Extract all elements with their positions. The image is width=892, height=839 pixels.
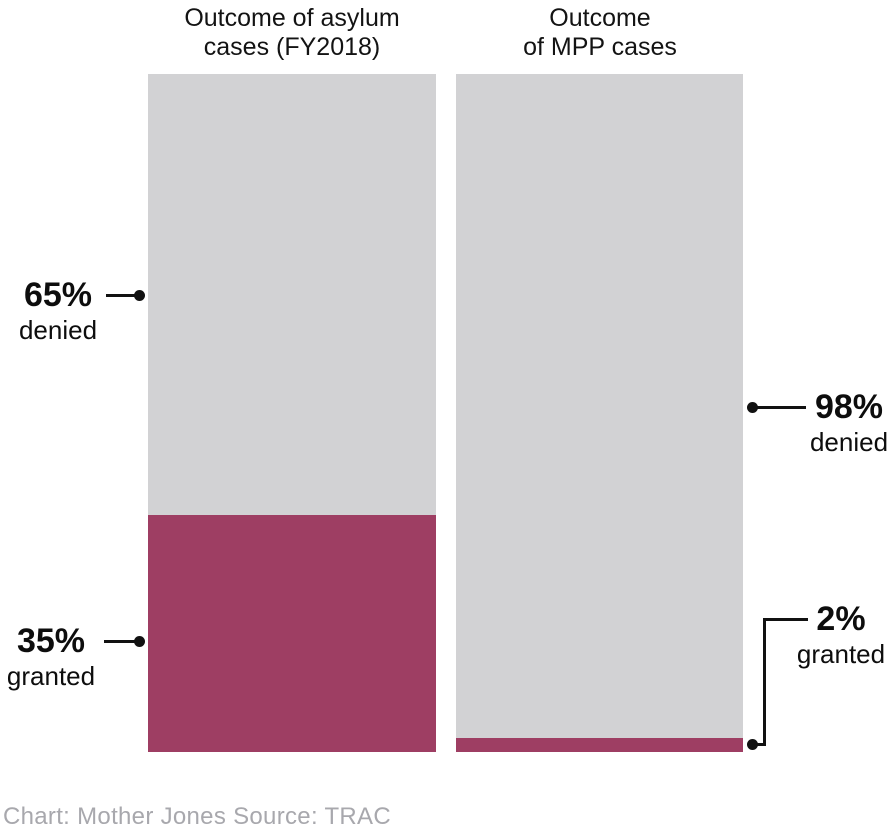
connector-dot-asylum-granted [134,636,145,647]
chart-title-mpp-line1: Outcome [549,4,651,32]
connector-elbow-stub-mpp-granted [756,743,766,746]
annotation-mpp-denied: 98% denied [806,389,892,459]
connector-dot-asylum-denied [134,290,145,301]
annotation-mpp-granted-word: granted [796,639,886,669]
bar-mpp [456,74,743,752]
connector-line-asylum-granted [104,640,136,643]
chart-title-mpp-line2: of MPP cases [523,33,677,61]
connector-dot-mpp-granted [747,739,758,750]
annotation-asylum-granted-pct: 35% [16,622,86,660]
connector-line-mpp-denied [757,406,806,409]
chart-title-asylum-line1: Outcome of asylum [184,4,400,32]
annotation-asylum-denied-pct: 65% [23,276,93,314]
chart-title-asylum: Outcome of asylum cases (FY2018) [148,4,436,62]
annotation-asylum-denied-word: denied [18,315,98,345]
chart-title-mpp: Outcome of MPP cases [456,4,744,62]
annotation-asylum-granted: 35% granted [0,623,102,693]
annotation-asylum-denied: 65% denied [6,277,110,347]
bar-asylum [148,74,436,752]
bar-asylum-denied-segment [148,74,436,515]
annotation-mpp-denied-pct: 98% [814,388,884,426]
connector-dot-mpp-denied [747,402,758,413]
bar-mpp-granted-segment [456,738,743,752]
connector-elbow-vertical-mpp-granted [763,618,766,746]
annotation-mpp-denied-word: denied [809,427,889,457]
connector-line-asylum-denied [106,294,136,297]
annotation-mpp-granted-pct: 2% [816,600,866,638]
bar-asylum-granted-segment [148,514,436,752]
chart-title-asylum-line2: cases (FY2018) [203,33,381,61]
chart-credit: Chart: Mother Jones Source: TRAC [3,803,391,830]
annotation-asylum-granted-word: granted [6,661,96,691]
bar-mpp-denied-segment [456,74,743,739]
annotation-mpp-granted: 2% granted [790,601,892,671]
connector-elbow-top-mpp-granted [763,618,808,621]
